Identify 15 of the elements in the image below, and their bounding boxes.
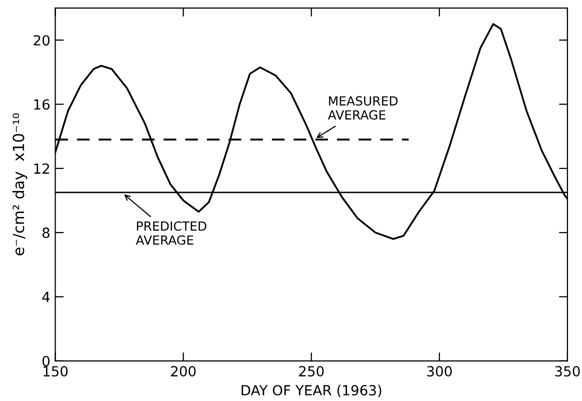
annotation: MEASURED AVERAGE: [328, 96, 398, 120]
y-tick-label: 16: [34, 99, 50, 110]
x-tick-label: 200: [171, 366, 196, 377]
y-tick-label: 20: [34, 35, 50, 46]
x-tick-label: 250: [299, 366, 324, 377]
y-tick-label: 4: [42, 292, 50, 302]
x-tick-label: 350: [555, 366, 580, 377]
y-tick-label: 0: [42, 356, 50, 366]
y-tick-label: 8: [42, 228, 50, 238]
x-axis-title: DAY OF YEAR (1963): [242, 384, 382, 398]
annotation: PREDICTED AVERAGE: [136, 221, 206, 245]
x-tick-label: 150: [44, 366, 68, 377]
y-axis-title: e⁻/cm² day x10⁻¹⁰: [12, 113, 28, 256]
x-tick-label: 300: [427, 366, 452, 377]
y-tick-label: 12: [34, 163, 50, 174]
